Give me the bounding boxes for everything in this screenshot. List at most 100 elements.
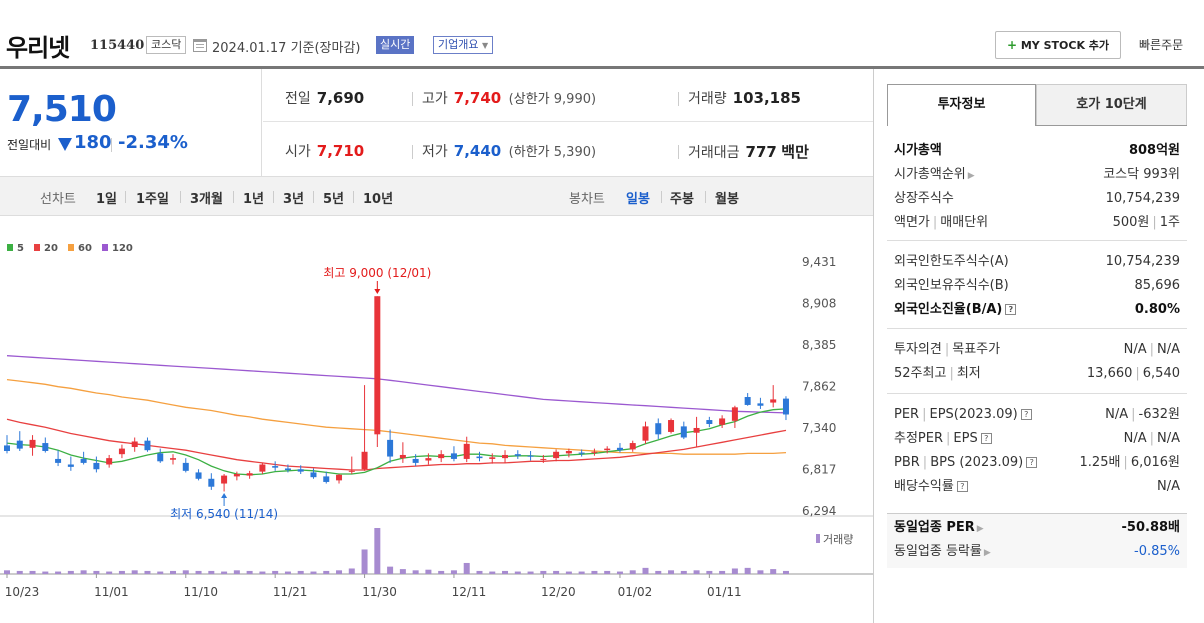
- volume-bar: [719, 570, 726, 574]
- foreign-limit-value: 10,754,239: [1105, 254, 1180, 269]
- divider: [125, 191, 126, 203]
- add-mystock-button[interactable]: + MY STOCK 추가: [995, 31, 1121, 59]
- volume-bar: [489, 571, 496, 574]
- w52-high-value: 13,660: [1086, 366, 1133, 381]
- volume-bar: [284, 571, 291, 574]
- volume-bar: [680, 570, 687, 574]
- divider: [273, 191, 274, 203]
- help-icon[interactable]: ?: [1005, 304, 1017, 315]
- line-chart-label: 선차트: [40, 192, 76, 207]
- tab-invest-info[interactable]: 투자정보: [887, 84, 1036, 126]
- period-1y[interactable]: 1년: [243, 192, 265, 207]
- volume-bar: [514, 571, 521, 574]
- par-value: 500원: [1112, 215, 1150, 230]
- volume-bar: [29, 570, 36, 574]
- candle-body: [412, 458, 419, 463]
- candle-monthly[interactable]: 월봉: [715, 192, 739, 207]
- stock-name: 우리넷: [6, 34, 70, 62]
- candle-body: [157, 453, 164, 462]
- company-overview-button[interactable]: 기업개요 ▼: [433, 36, 494, 54]
- y-tick-label: 7,340: [802, 421, 836, 435]
- info-row: PER | EPS(2023.09)? N/A | -632원: [894, 407, 1180, 422]
- industry-per-label[interactable]: 동일업종 PER: [894, 520, 975, 535]
- volume-bar: [233, 570, 240, 574]
- period-5y[interactable]: 5년: [323, 192, 345, 207]
- candle-body: [272, 466, 279, 468]
- candle-body: [131, 441, 138, 448]
- volume-bar: [348, 568, 355, 574]
- legend-swatch: [68, 244, 74, 251]
- quote-amount: 거래대금 777 백만: [688, 141, 809, 162]
- x-tick-label: 01/11: [707, 585, 742, 599]
- candle-body: [514, 454, 521, 456]
- candle-body: [502, 454, 509, 459]
- w52-low-label: 최저: [956, 366, 981, 381]
- industry-box: [887, 513, 1187, 568]
- period-1w[interactable]: 1주일: [136, 192, 169, 207]
- candle-body: [425, 458, 432, 461]
- quick-order-link[interactable]: 빠른주문: [1139, 38, 1184, 52]
- info-row[interactable]: 시가총액순위 ▶ 코스닥 993위: [887, 163, 1187, 187]
- foreign-hold-label: 외국인보유주식수(B): [894, 278, 1009, 293]
- candle-body: [182, 462, 189, 471]
- chevron-down-icon: ▼: [481, 41, 489, 50]
- candle-body: [297, 469, 304, 472]
- change-value: 180: [74, 132, 112, 153]
- candle-body: [450, 453, 457, 459]
- price-chart[interactable]: 9,431 8,908 8,385 7,862 7,340 6,817 6,294 5 20 60…: [0, 216, 873, 623]
- current-price: 7,510: [7, 89, 117, 130]
- down-triangle-icon: [58, 138, 72, 151]
- help-icon[interactable]: ?: [980, 433, 992, 444]
- realtime-badge[interactable]: 실시간: [376, 36, 415, 54]
- period-3y[interactable]: 3년: [283, 192, 305, 207]
- header-divider: [0, 66, 1204, 69]
- info-row[interactable]: 동일업종 등락률 ▶ -0.85%: [887, 540, 1187, 564]
- candle-body: [655, 423, 662, 435]
- candle-body: [757, 403, 764, 406]
- info-row: PBR | BPS (2023.09)? 1.25배 | 6,016원: [894, 455, 1180, 470]
- help-icon[interactable]: ?: [1026, 457, 1038, 468]
- candle-body: [527, 455, 534, 457]
- candle-weekly[interactable]: 주봉: [670, 192, 694, 207]
- tab-ask-bid[interactable]: 호가 10단계: [1036, 84, 1187, 126]
- candle-body: [323, 476, 330, 482]
- info-row: 외국인소진율(B/A)? 0.80%: [887, 298, 1187, 322]
- foreign-limit-label: 외국인한도주식수(A): [894, 254, 1009, 269]
- period-10y[interactable]: 10년: [363, 192, 394, 207]
- shares-value: 10,754,239: [1105, 191, 1180, 206]
- info-row[interactable]: 동일업종 PER ▶ -50.88배: [887, 516, 1187, 540]
- volume-bar: [272, 570, 279, 574]
- volume-bar: [655, 570, 662, 574]
- candle-body: [233, 474, 240, 477]
- info-row: 외국인보유주식수(B) 85,696: [887, 274, 1187, 298]
- help-icon[interactable]: ?: [956, 481, 968, 492]
- legend-label: 5: [17, 243, 24, 254]
- volume-bar: [463, 562, 470, 574]
- legend-swatch: [34, 244, 40, 251]
- per-value: N/A: [1105, 407, 1129, 422]
- candle-daily[interactable]: 일봉: [626, 192, 650, 207]
- info-row: 추정PER | EPS? N/A | N/A: [894, 431, 1180, 446]
- eps-value: -632원: [1138, 407, 1180, 422]
- quote-row-divider: [263, 121, 873, 122]
- market-cap-rank-label[interactable]: 시가총액순위: [894, 167, 966, 182]
- panel-divider: [873, 69, 874, 623]
- volume-bar: [208, 570, 215, 574]
- info-row: 상장주식수 10,754,239: [887, 187, 1187, 211]
- ma120-line: [6, 355, 787, 414]
- industry-rate-label[interactable]: 동일업종 등락률: [894, 544, 982, 559]
- help-icon[interactable]: ?: [1020, 409, 1032, 420]
- info-row: 투자의견 | 목표주가 N/A | N/A: [894, 342, 1180, 357]
- est-per-value: N/A: [1123, 431, 1147, 446]
- amount-unit: 백만: [781, 143, 809, 161]
- upper-limit-value: 9,990: [553, 92, 591, 107]
- period-3m[interactable]: 3개월: [190, 192, 223, 207]
- candle-body: [463, 443, 470, 459]
- opinion-label: 투자의견: [894, 342, 942, 357]
- info-row: 배당수익률? N/A: [887, 475, 1187, 499]
- candle-body: [731, 407, 738, 421]
- quote-low: 저가 7,440 (하한가 5,390): [422, 142, 597, 160]
- prev-value: 7,690: [316, 89, 365, 107]
- candle-body: [361, 451, 368, 470]
- period-1d[interactable]: 1일: [96, 192, 118, 207]
